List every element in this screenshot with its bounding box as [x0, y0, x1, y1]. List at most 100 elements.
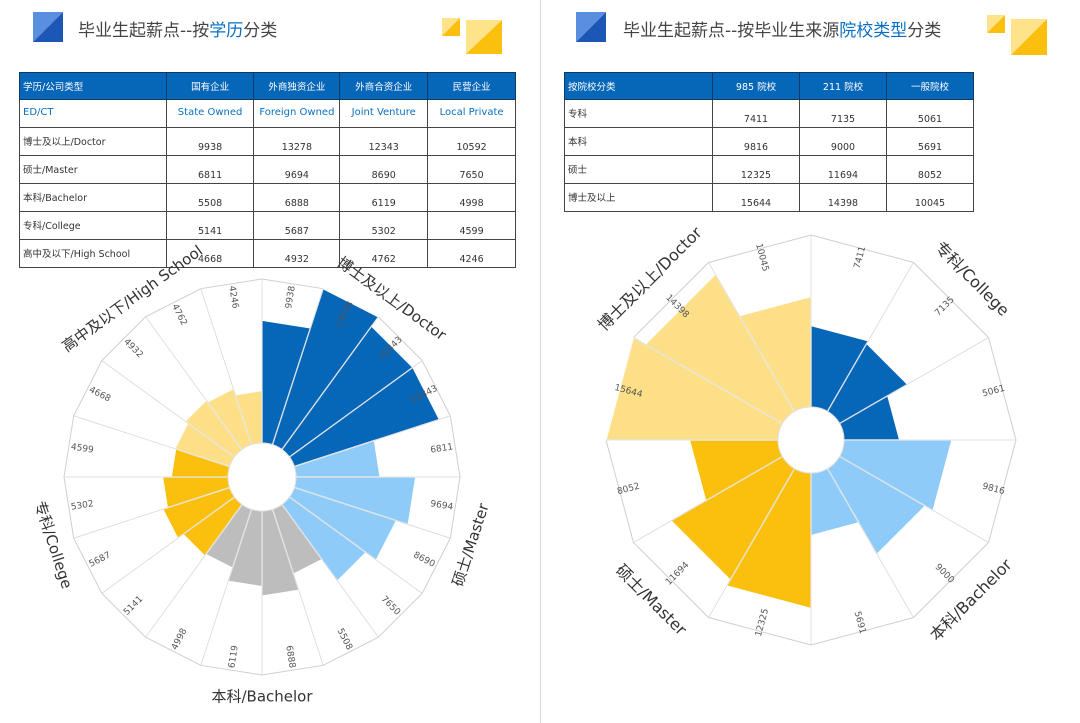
- page-title: 毕业生起薪点--按学历分类: [78, 21, 278, 41]
- table-row: 硕士/Master 6811 9694 8690 7650: [19, 155, 516, 184]
- rose-value-label: 5302: [70, 499, 94, 512]
- row-label: 专科/College: [19, 211, 167, 240]
- rose-value-label: 6119: [227, 644, 241, 668]
- rose-spoke: [839, 456, 989, 543]
- table-cell: 6119: [339, 183, 429, 212]
- table-cell: 7135: [799, 99, 887, 128]
- rose-spoke: [73, 415, 230, 467]
- right-panel: 毕业生起薪点--按毕业生来源院校类型分类 按院校分类 985 院校 211 院校…: [541, 0, 1080, 723]
- table-cell: 5302: [339, 211, 429, 240]
- rose-value-label: 4246: [226, 285, 240, 309]
- table-cell: 4932: [253, 239, 341, 268]
- rose-spoke: [839, 337, 989, 424]
- table-corner-en: ED/CT: [19, 99, 167, 128]
- col-header-jv: 外商合资企业: [339, 72, 429, 100]
- rose-spoke: [289, 496, 423, 594]
- table-cell: 9816: [712, 127, 800, 156]
- rose-value-label: 4599: [70, 442, 94, 456]
- decor-squares-icon: [442, 18, 502, 54]
- table-cell: 7411: [712, 99, 800, 128]
- rose-spoke: [73, 487, 230, 539]
- table-cell: 4668: [165, 239, 255, 268]
- rose-spoke: [200, 288, 252, 445]
- table-corner-header: 按院校分类: [564, 72, 713, 100]
- table-cell: 5508: [165, 183, 255, 212]
- table-cell: 4998: [427, 183, 516, 212]
- rose-spoke: [101, 496, 235, 594]
- logo-icon: [33, 12, 63, 42]
- rose-center: [777, 406, 845, 474]
- rose-spoke: [145, 316, 243, 450]
- rose-spoke: [289, 360, 423, 458]
- col-en-foreign: Foreign Owned: [253, 99, 341, 128]
- rose-spoke: [200, 509, 252, 666]
- table-row: 博士及以上 15644 14398 10045: [564, 183, 974, 212]
- rose-spoke: [272, 509, 324, 666]
- rose-spoke: [272, 288, 324, 445]
- col-en-state: State Owned: [165, 99, 255, 128]
- table-row: 硕士 12325 11694 8052: [564, 155, 974, 184]
- table-cell: 5061: [886, 99, 974, 128]
- col-header-general: 一般院校: [886, 72, 974, 100]
- rose-spoke: [145, 504, 243, 638]
- table-cell: 5687: [253, 211, 341, 240]
- rose-chart-school: 7411713550619816900056911232511694805215…: [594, 223, 1017, 646]
- table-cell: 11694: [799, 155, 887, 184]
- decor-squares-icon: [987, 15, 1047, 55]
- col-header-985: 985 院校: [712, 72, 800, 100]
- rose-group-label: 本科/Bachelor: [211, 688, 313, 706]
- row-label: 博士及以上/Doctor: [19, 127, 167, 156]
- table-row: 本科 9816 9000 5691: [564, 127, 974, 156]
- logo-icon: [576, 12, 606, 42]
- row-label: 专科: [564, 99, 713, 128]
- panel-divider: [540, 0, 541, 723]
- rose-group-label: 硕士/Master: [449, 500, 493, 588]
- rose-spoke: [281, 316, 379, 450]
- table-cell: 8690: [339, 155, 429, 184]
- rose-value-label: 9694: [430, 499, 454, 513]
- rose-spoke: [281, 504, 379, 638]
- rose-spoke: [708, 468, 795, 618]
- rose-value-label: 6888: [283, 645, 297, 669]
- col-header-state: 国有企业: [165, 72, 255, 100]
- table-cell: 10045: [886, 183, 974, 212]
- table-cell: 9938: [165, 127, 255, 156]
- table-cell: 15644: [712, 183, 800, 212]
- rose-spoke: [633, 337, 783, 424]
- rose-spoke: [294, 487, 451, 539]
- table-cell: 4762: [339, 239, 429, 268]
- row-label: 硕士: [564, 155, 713, 184]
- salary-by-education-table: 学历/公司类型 国有企业 外商独资企业 外商合资企业 民营企业 ED/CT St…: [19, 72, 516, 268]
- rose-value-label: 6811: [430, 442, 454, 455]
- row-label: 博士及以上: [564, 183, 713, 212]
- rose-spoke: [708, 262, 795, 412]
- left-panel: 毕业生起薪点--按学历分类 学历/公司类型 国有企业 外商独资企业 外商合资企业…: [19, 12, 516, 706]
- table-cell: 8052: [886, 155, 974, 184]
- table-cell: 9694: [253, 155, 341, 184]
- table-cell: 12325: [712, 155, 800, 184]
- table-corner-header: 学历/公司类型: [19, 72, 167, 100]
- rose-value-label: 9938: [284, 285, 298, 309]
- rose-spoke: [827, 262, 914, 412]
- table-cell: 10592: [427, 127, 516, 156]
- table-cell: 6888: [253, 183, 341, 212]
- table-row: 博士及以上/Doctor 9938 13278 12343 10592: [19, 127, 516, 156]
- table-cell: 9000: [799, 127, 887, 156]
- rose-spoke: [294, 415, 451, 467]
- rose-group-label: 专科/College: [31, 499, 76, 591]
- rose-spoke: [827, 468, 914, 618]
- table-cell: 4599: [427, 211, 516, 240]
- table-cell: 5141: [165, 211, 255, 240]
- table-row: 专科/College 5141 5687 5302 4599: [19, 211, 516, 240]
- row-label: 本科/Bachelor: [19, 183, 167, 212]
- row-label: 高中及以下/High School: [19, 239, 167, 268]
- table-cell: 4246: [427, 239, 516, 268]
- row-label: 本科: [564, 127, 713, 156]
- salary-by-school-table: 按院校分类 985 院校 211 院校 一般院校 专科 7411 7135 50…: [564, 72, 974, 212]
- rose-spoke: [633, 456, 783, 543]
- table-row: 本科/Bachelor 5508 6888 6119 4998: [19, 183, 516, 212]
- table-row: 高中及以下/High School 4668 4932 4762 4246: [19, 239, 516, 268]
- row-label: 硕士/Master: [19, 155, 167, 184]
- col-header-211: 211 院校: [799, 72, 887, 100]
- table-cell: 14398: [799, 183, 887, 212]
